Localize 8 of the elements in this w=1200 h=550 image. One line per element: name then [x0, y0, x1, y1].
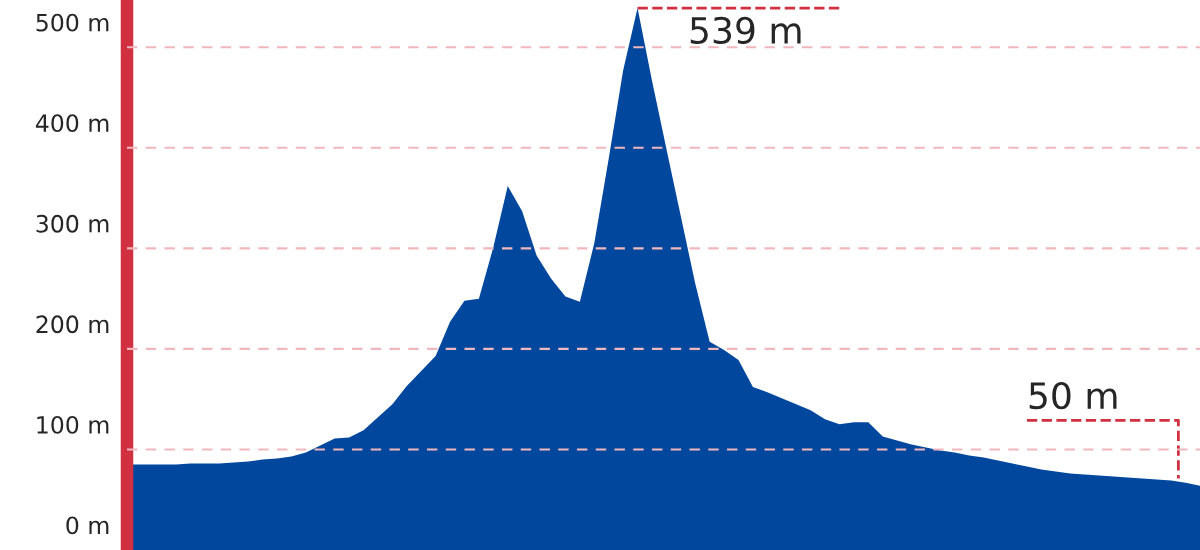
y-tick-label: 400 m — [35, 114, 109, 133]
annotation: 539 m — [690, 16, 801, 45]
y-tick-label: 500 m — [36, 13, 109, 32]
y-tick-label: 0 m — [66, 516, 109, 535]
y-tick-label: 100 m — [37, 415, 109, 434]
y-tick-label: 200 m — [36, 315, 109, 334]
y-tick-label: 300 m — [36, 214, 109, 233]
annotation: 50 m — [1029, 381, 1117, 410]
